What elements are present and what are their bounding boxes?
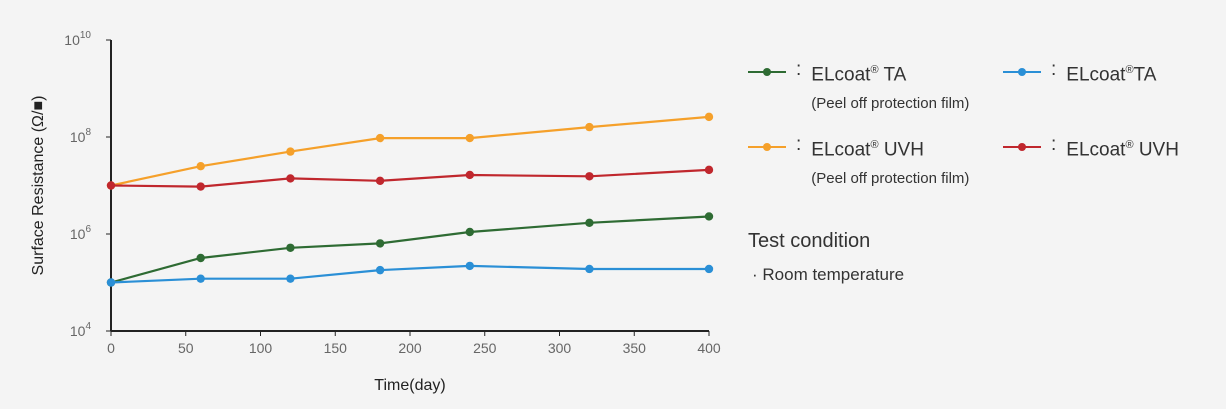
- data-point-3: [106, 181, 116, 190]
- data-point-1: [375, 265, 385, 275]
- x-tick-label: 100: [249, 340, 273, 356]
- x-tick-label: 0: [107, 340, 115, 356]
- x-tick-label: 150: [324, 340, 348, 356]
- data-point-2: [465, 133, 474, 143]
- data-point-3: [196, 182, 205, 191]
- data-point-3: [286, 174, 295, 183]
- y-tick-label: 1010: [64, 30, 91, 48]
- data-point-2: [286, 147, 295, 156]
- x-tick-label: 300: [548, 340, 572, 356]
- data-point-0: [375, 239, 385, 248]
- data-point-2: [704, 112, 714, 122]
- series-line-0: [110, 215, 710, 284]
- data-point-3: [465, 170, 474, 180]
- data-point-3: [585, 172, 594, 181]
- y-tick-label: 108: [70, 127, 92, 145]
- data-point-0: [704, 212, 714, 221]
- x-tick-label: 400: [697, 340, 721, 356]
- data-point-1: [106, 278, 116, 287]
- y-tick-label: 104: [70, 321, 92, 339]
- data-point-0: [465, 227, 474, 237]
- data-point-2: [585, 122, 594, 132]
- data-point-0: [196, 253, 205, 263]
- data-point-0: [286, 243, 295, 252]
- data-point-3: [704, 165, 714, 175]
- data-point-1: [286, 274, 295, 283]
- data-point-1: [585, 264, 594, 274]
- data-point-2: [375, 133, 385, 143]
- x-tick-label: 200: [398, 340, 422, 356]
- data-point-1: [704, 264, 714, 274]
- data-point-1: [196, 274, 205, 283]
- y-axis-label: Surface Resistance (Ω/■): [30, 96, 47, 276]
- data-point-3: [375, 176, 385, 185]
- data-point-0: [585, 218, 594, 228]
- x-tick-label: 250: [473, 340, 497, 356]
- x-axis-label: Time(day): [374, 377, 445, 394]
- data-point-2: [196, 161, 205, 171]
- x-tick-label: 350: [623, 340, 647, 356]
- data-point-1: [465, 261, 474, 271]
- y-tick-label: 106: [70, 224, 92, 242]
- x-tick-label: 50: [178, 340, 194, 356]
